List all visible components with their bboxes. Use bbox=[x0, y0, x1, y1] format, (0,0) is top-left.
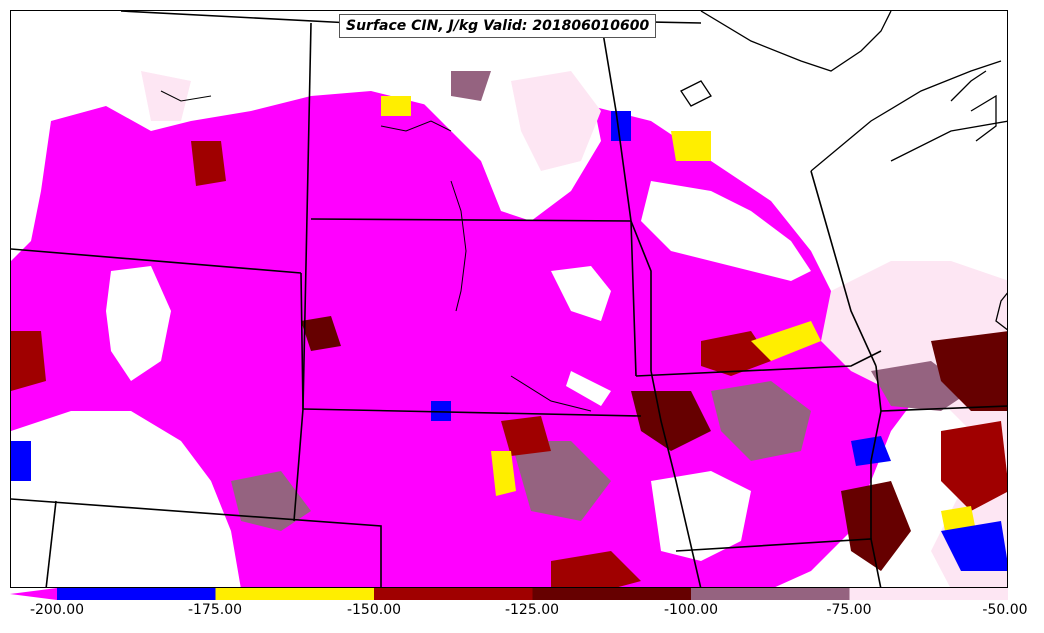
colorbar-bin bbox=[215, 588, 374, 600]
cin-map bbox=[11, 11, 1007, 587]
colorbar-bin bbox=[57, 588, 216, 600]
tick-label: -175.00 bbox=[187, 602, 243, 618]
no-data-west bbox=[11, 11, 341, 211]
yellow-patch-1 bbox=[751, 321, 821, 361]
tick-label: -200.00 bbox=[29, 602, 85, 618]
tick-label: -150.00 bbox=[346, 602, 402, 618]
red-patch-6 bbox=[11, 331, 46, 391]
yellow-patch-3 bbox=[491, 451, 516, 496]
colorbar-bin bbox=[532, 588, 691, 600]
mauve-patch-5 bbox=[451, 71, 491, 101]
blue-patch-3 bbox=[611, 111, 631, 141]
map-title: Surface CIN, J/kg Valid: 201806010600 bbox=[339, 14, 657, 38]
map-panel bbox=[10, 10, 1008, 588]
tick-label: -75.00 bbox=[826, 602, 872, 618]
blue-patch-5 bbox=[431, 401, 451, 421]
tick-label: -50.00 bbox=[982, 602, 1028, 618]
blue-patch-2 bbox=[851, 436, 891, 466]
red-patch-5 bbox=[191, 141, 226, 186]
darkred-patch-3 bbox=[841, 481, 911, 571]
colorbar-under-triangle bbox=[10, 588, 57, 600]
yellow-patch-2 bbox=[671, 131, 711, 161]
no-data-idaho bbox=[106, 266, 171, 381]
colorbar bbox=[10, 588, 1008, 600]
pink-patch-wy bbox=[141, 71, 191, 121]
no-data-oval bbox=[566, 371, 611, 406]
mauve-patch-1 bbox=[711, 381, 811, 461]
darkred-patch-4 bbox=[301, 316, 341, 351]
darkred-patch-2 bbox=[631, 391, 711, 451]
yellow-patch-4 bbox=[381, 96, 411, 116]
no-data-sd bbox=[551, 266, 611, 321]
colorbar-bin bbox=[849, 588, 1008, 600]
tick-label: -100.00 bbox=[663, 602, 719, 618]
darkred-patch-1 bbox=[931, 331, 1007, 411]
no-data-southwest bbox=[11, 411, 241, 587]
no-data-minnesota bbox=[641, 181, 811, 281]
red-patch-3 bbox=[501, 416, 551, 456]
blue-patch-4 bbox=[11, 441, 31, 481]
colorbar-bin bbox=[374, 588, 533, 600]
pink-patch-nd bbox=[511, 71, 601, 171]
mauve-patch-2 bbox=[511, 441, 611, 521]
lake-outlines bbox=[680, 11, 1007, 331]
red-patch-2 bbox=[941, 421, 1007, 511]
blue-patch-1 bbox=[941, 521, 1007, 571]
no-data-iowa bbox=[651, 471, 751, 561]
tick-label: -125.00 bbox=[504, 602, 560, 618]
colorbar-bin bbox=[691, 588, 850, 600]
red-patch-4 bbox=[551, 551, 641, 587]
no-data-northeast bbox=[701, 11, 1007, 340]
rivers bbox=[160, 90, 592, 412]
